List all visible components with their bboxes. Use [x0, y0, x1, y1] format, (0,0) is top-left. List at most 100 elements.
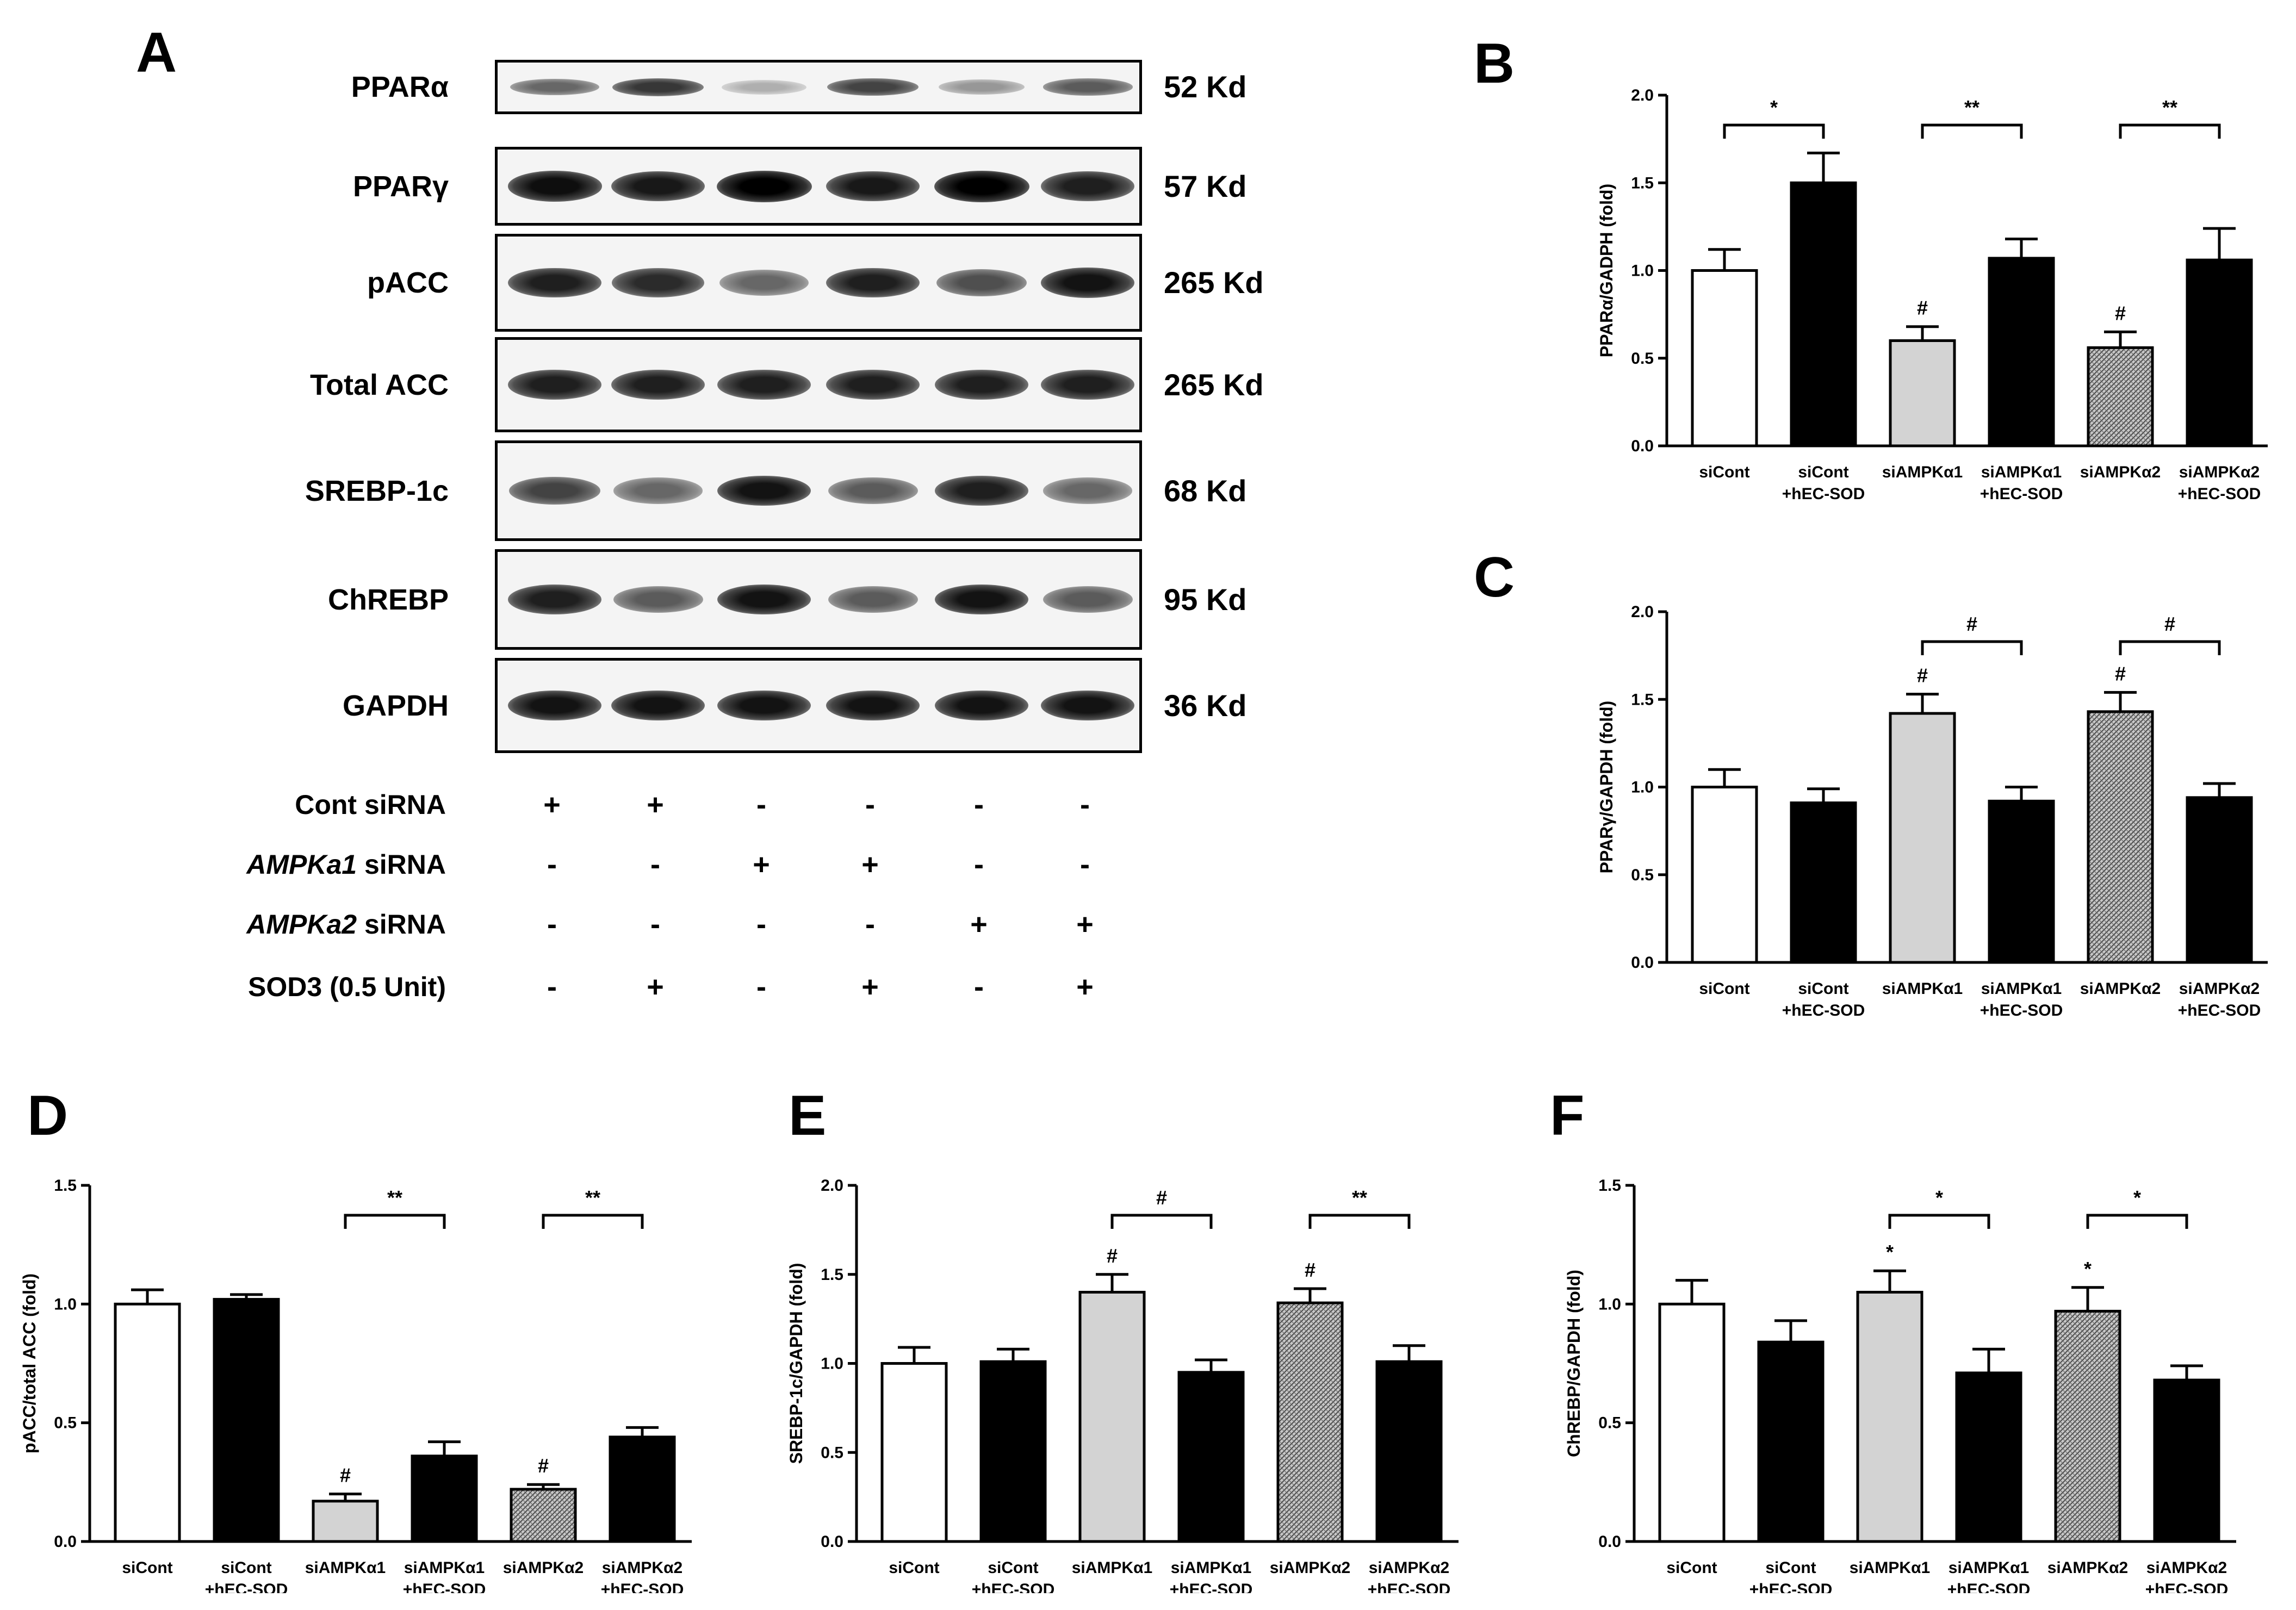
bar	[1955, 1371, 2022, 1543]
blot-band	[935, 476, 1028, 506]
significance-mark: #	[1305, 1259, 1315, 1281]
blot-band	[613, 586, 703, 613]
treatment-label-0: Cont siRNA	[295, 788, 446, 821]
comparison-bracket	[1308, 1214, 1411, 1229]
panel-b: B 0.0 0.5 1.0 1.5 2.0 PPARα/GADPH (fold) siCon…	[1463, 22, 2268, 527]
x-tick-label: siAMPKα2	[2047, 1559, 2128, 1577]
x-tick-label: siAMPKα1	[1981, 463, 2062, 481]
x-tick-label: +hEC-SOD	[1170, 1581, 1253, 1593]
x-tick-label: siAMPKα1	[1949, 1559, 2029, 1577]
x-tick-label: +hEC-SOD	[1980, 1002, 2063, 1020]
x-tick-label: siAMPKα1	[305, 1559, 386, 1577]
bar	[1757, 1340, 1825, 1543]
blot-band	[716, 170, 812, 202]
comparison-bracket	[1921, 123, 2023, 139]
y-tick-label: 1.0	[1598, 1295, 1621, 1313]
blot-band	[509, 476, 600, 505]
blot-image-0	[495, 60, 1142, 114]
bar	[2186, 258, 2253, 447]
y-axis-label: PPARα/GADPH (fold)	[1597, 184, 1616, 358]
bar	[1790, 181, 1857, 447]
significance-mark: *	[1886, 1241, 1894, 1263]
x-tick-label: siAMPKα2	[2146, 1559, 2227, 1577]
treatment-sign: +	[1076, 908, 1094, 941]
bar	[1988, 799, 2055, 964]
treatment-sign: +	[1076, 971, 1094, 1003]
bar	[114, 1302, 181, 1543]
x-tick-label: siAMPKα2	[2080, 980, 2161, 998]
x-tick-label: siAMPKα2	[602, 1559, 682, 1577]
bar	[979, 1360, 1047, 1543]
y-tick-label: 2.0	[1631, 603, 1654, 621]
x-tick-label: siAMPKα2	[2179, 463, 2260, 481]
x-tick-label: +hEC-SOD	[1782, 485, 1865, 503]
blot-label-0: PPARα	[351, 71, 449, 103]
treatment-gene-name: AMPKa1	[246, 849, 357, 880]
treatment-sign: -	[756, 908, 766, 941]
y-tick-label: 0.0	[1631, 437, 1654, 455]
blot-band	[826, 690, 920, 721]
bracket-label: **	[585, 1186, 600, 1209]
x-tick-label: +hEC-SOD	[1368, 1581, 1451, 1593]
bracket-label: #	[2164, 613, 2175, 635]
blot-kd-2: 265 Kd	[1164, 265, 1264, 300]
blot-band	[717, 370, 811, 400]
blot-band	[938, 79, 1025, 95]
x-tick-label: +hEC-SOD	[1749, 1581, 1833, 1593]
treatment-sign: +	[970, 908, 988, 941]
treatment-name: siRNA	[357, 849, 446, 880]
x-tick-label: +hEC-SOD	[403, 1581, 486, 1593]
y-tick-label: 0.5	[1631, 350, 1654, 368]
blot-label-5: ChREBP	[327, 583, 449, 616]
treatment-sign: +	[861, 848, 879, 881]
blot-band	[717, 690, 811, 721]
treatment-sign: -	[1080, 788, 1090, 821]
bar	[312, 1500, 379, 1543]
treatment-table: Cont siRNA + + - - - - AMPKa1 siRNA - - + + - - AMPKa2…	[0, 0, 1305, 1060]
x-tick-label: +hEC-SOD	[1947, 1581, 2031, 1593]
blot-band	[934, 170, 1029, 202]
blot-kd-5: 95 Kd	[1164, 582, 1247, 617]
bar	[2087, 346, 2154, 447]
bar	[880, 1362, 948, 1543]
x-tick-label: siAMPKα1	[1072, 1559, 1152, 1577]
blot-band	[826, 370, 920, 400]
bar	[1691, 786, 1758, 964]
y-tick-label: 2.0	[1631, 86, 1654, 104]
significance-mark: *	[2084, 1258, 2092, 1280]
blot-image-1	[495, 147, 1142, 226]
x-tick-label: siAMPKα2	[2080, 463, 2161, 481]
panel-e: E 0.0 0.5 1.0 1.5 2.0 SREBP-1c/GAPDH (fold) si…	[778, 1077, 1528, 1593]
comparison-bracket	[1921, 640, 2023, 655]
treatment-sign: -	[974, 848, 984, 881]
blot-image-3	[495, 337, 1142, 432]
blot-band	[1042, 78, 1133, 96]
bracket-label: #	[1966, 613, 1977, 635]
blot-band	[507, 690, 602, 721]
bar	[1276, 1301, 1344, 1543]
blot-band	[936, 269, 1027, 297]
significance-mark: #	[538, 1454, 549, 1477]
panel-c: C 0.0 0.5 1.0 1.5 2.0 PPARγ/GAPDH (fold) siCon…	[1463, 538, 2268, 1044]
bracket-label: **	[1964, 96, 1979, 119]
y-axis-label: PPARγ/GAPDH (fold)	[1597, 701, 1616, 874]
blot-label-6: GAPDH	[342, 689, 449, 722]
blot-band	[721, 79, 807, 95]
treatment-sign: -	[756, 971, 766, 1003]
y-tick-label: 0.5	[1631, 866, 1654, 884]
panel-a-label: A	[136, 21, 177, 84]
comparison-bracket	[2119, 123, 2221, 139]
treatment-sign: -	[547, 848, 557, 881]
y-tick-label: 1.5	[54, 1177, 77, 1195]
bar	[510, 1488, 577, 1543]
y-tick-label: 0.0	[54, 1533, 77, 1551]
bar	[1375, 1360, 1443, 1543]
significance-mark: #	[1107, 1245, 1118, 1267]
blot-kd-0: 52 Kd	[1164, 70, 1247, 104]
bar	[1078, 1291, 1146, 1543]
treatment-sign: -	[1080, 848, 1090, 881]
x-tick-label: +hEC-SOD	[972, 1581, 1055, 1593]
bar	[609, 1435, 676, 1543]
significance-mark: #	[2115, 302, 2126, 324]
treatment-sign: -	[547, 908, 557, 941]
